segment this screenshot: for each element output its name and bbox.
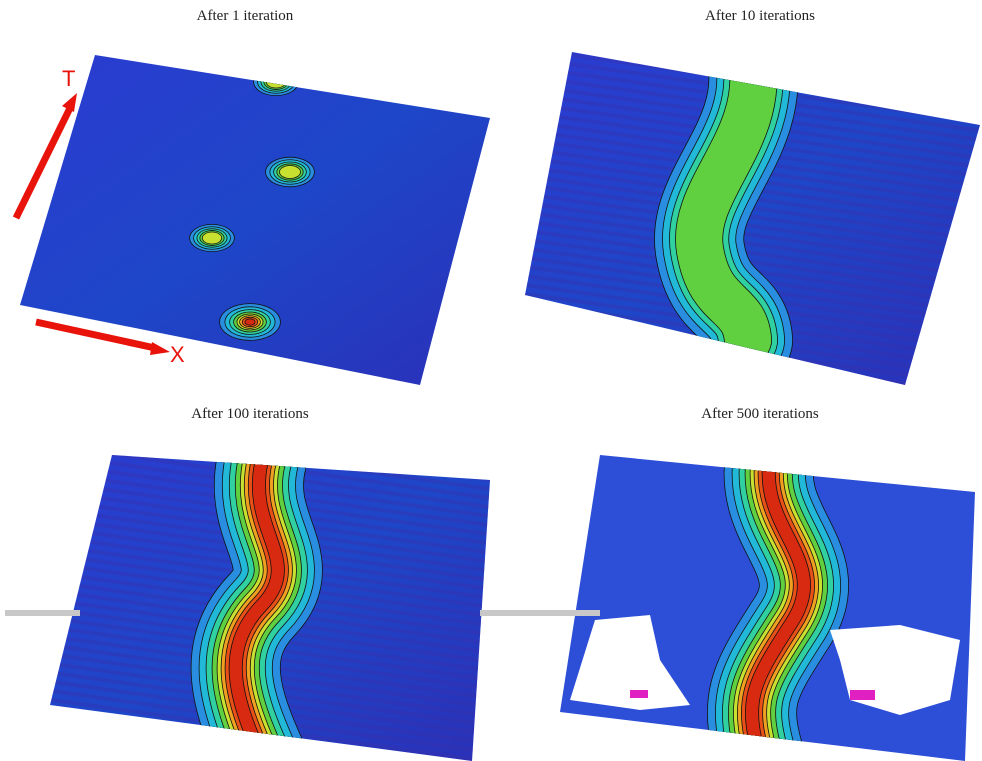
artifact <box>5 610 80 616</box>
blob <box>253 68 299 96</box>
panel-title: After 100 iterations <box>191 406 309 422</box>
t-arrow-head <box>62 93 77 112</box>
t-label: T <box>62 66 75 91</box>
artifact <box>850 690 875 700</box>
blob-band <box>280 166 300 178</box>
surfaces <box>20 52 980 761</box>
artifact <box>630 690 648 698</box>
figure: T X After 1 iteration After 10 iteration… <box>0 0 982 761</box>
panel-title: After 1 iteration <box>197 8 294 24</box>
blob-band <box>245 319 254 325</box>
ridge <box>699 60 753 340</box>
x-label: X <box>170 342 185 367</box>
blob-band <box>267 76 286 87</box>
panel-title: After 500 iterations <box>701 406 819 422</box>
blob <box>219 303 281 341</box>
ridge <box>752 458 804 761</box>
blob-band <box>203 232 222 243</box>
blob <box>265 157 315 187</box>
blob <box>189 224 235 252</box>
ridge <box>236 460 278 761</box>
artifact <box>480 610 600 616</box>
x-arrow-head <box>150 342 170 355</box>
panel-title: After 10 iterations <box>705 8 815 24</box>
